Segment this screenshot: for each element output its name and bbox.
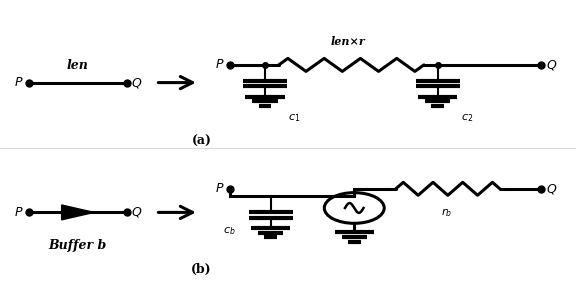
Text: $c_2$: $c_2$	[461, 112, 473, 124]
Text: (b): (b)	[191, 263, 212, 276]
Text: $P$: $P$	[215, 182, 225, 195]
Text: $P$: $P$	[13, 76, 23, 89]
Text: $r_b$: $r_b$	[441, 206, 452, 219]
Text: (a): (a)	[192, 135, 211, 148]
Text: $c_1$: $c_1$	[288, 112, 300, 124]
Polygon shape	[62, 205, 94, 220]
Text: $P$: $P$	[13, 206, 23, 219]
Text: len×r: len×r	[331, 36, 366, 47]
Text: $P$: $P$	[215, 58, 225, 71]
Text: len: len	[67, 59, 89, 72]
Text: $Q$: $Q$	[546, 182, 558, 196]
Text: $c_b$: $c_b$	[223, 226, 236, 237]
Text: $Q$: $Q$	[131, 76, 143, 90]
Text: Buffer b: Buffer b	[48, 239, 107, 252]
Text: $Q$: $Q$	[546, 58, 558, 72]
Text: $Q$: $Q$	[131, 205, 143, 219]
